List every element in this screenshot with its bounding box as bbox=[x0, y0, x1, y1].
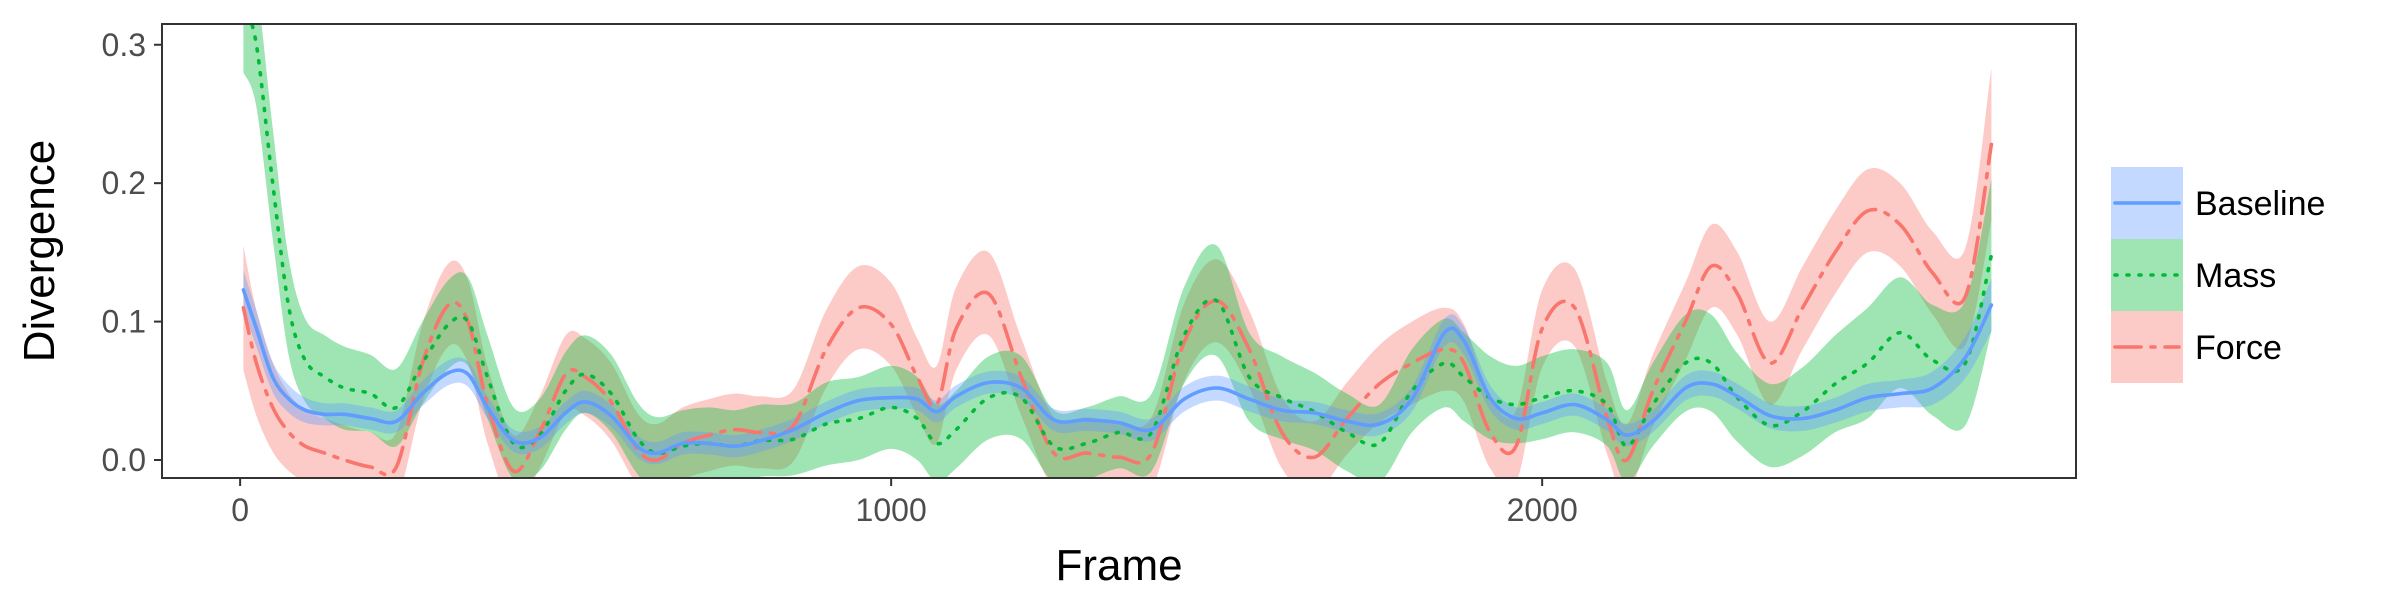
mass-series-line bbox=[249, 24, 1994, 456]
y-tick-label: 0.0 bbox=[102, 442, 146, 478]
plot-panel bbox=[162, 24, 2076, 478]
y-tick-label: 0.1 bbox=[102, 304, 146, 340]
x-tick-label: 2000 bbox=[1507, 492, 1578, 528]
legend-label-force: Force bbox=[2195, 329, 2282, 367]
panel-border bbox=[161, 23, 2077, 479]
x-tick-label: 0 bbox=[231, 492, 249, 528]
y-axis-title: Divergence bbox=[15, 140, 64, 363]
x-axis: 0 1000 2000 bbox=[231, 478, 1578, 528]
x-tick-label: 1000 bbox=[856, 492, 927, 528]
x-axis-title: Frame bbox=[1055, 541, 1182, 590]
legend-item-mass: Mass bbox=[2111, 239, 2276, 311]
legend-label-mass: Mass bbox=[2195, 257, 2276, 295]
bands-layer bbox=[243, 24, 1992, 478]
y-axis: 0.0 0.1 0.2 0.3 bbox=[102, 27, 162, 478]
force-series-line bbox=[241, 142, 1994, 477]
legend-item-force: Force bbox=[2111, 311, 2282, 383]
lines-layer bbox=[241, 24, 1994, 477]
y-tick-label: 0.2 bbox=[102, 165, 146, 201]
legend-label-baseline: Baseline bbox=[2195, 185, 2325, 223]
y-tick-label: 0.3 bbox=[102, 27, 146, 63]
baseline-confidence-band bbox=[243, 270, 1992, 465]
baseline-series-line bbox=[241, 288, 1994, 455]
legend-item-baseline: Baseline bbox=[2111, 167, 2325, 239]
mass-confidence-band bbox=[243, 24, 1992, 478]
legend: Baseline Mass Force bbox=[2111, 167, 2325, 383]
legend-key-mass bbox=[2111, 239, 2183, 311]
